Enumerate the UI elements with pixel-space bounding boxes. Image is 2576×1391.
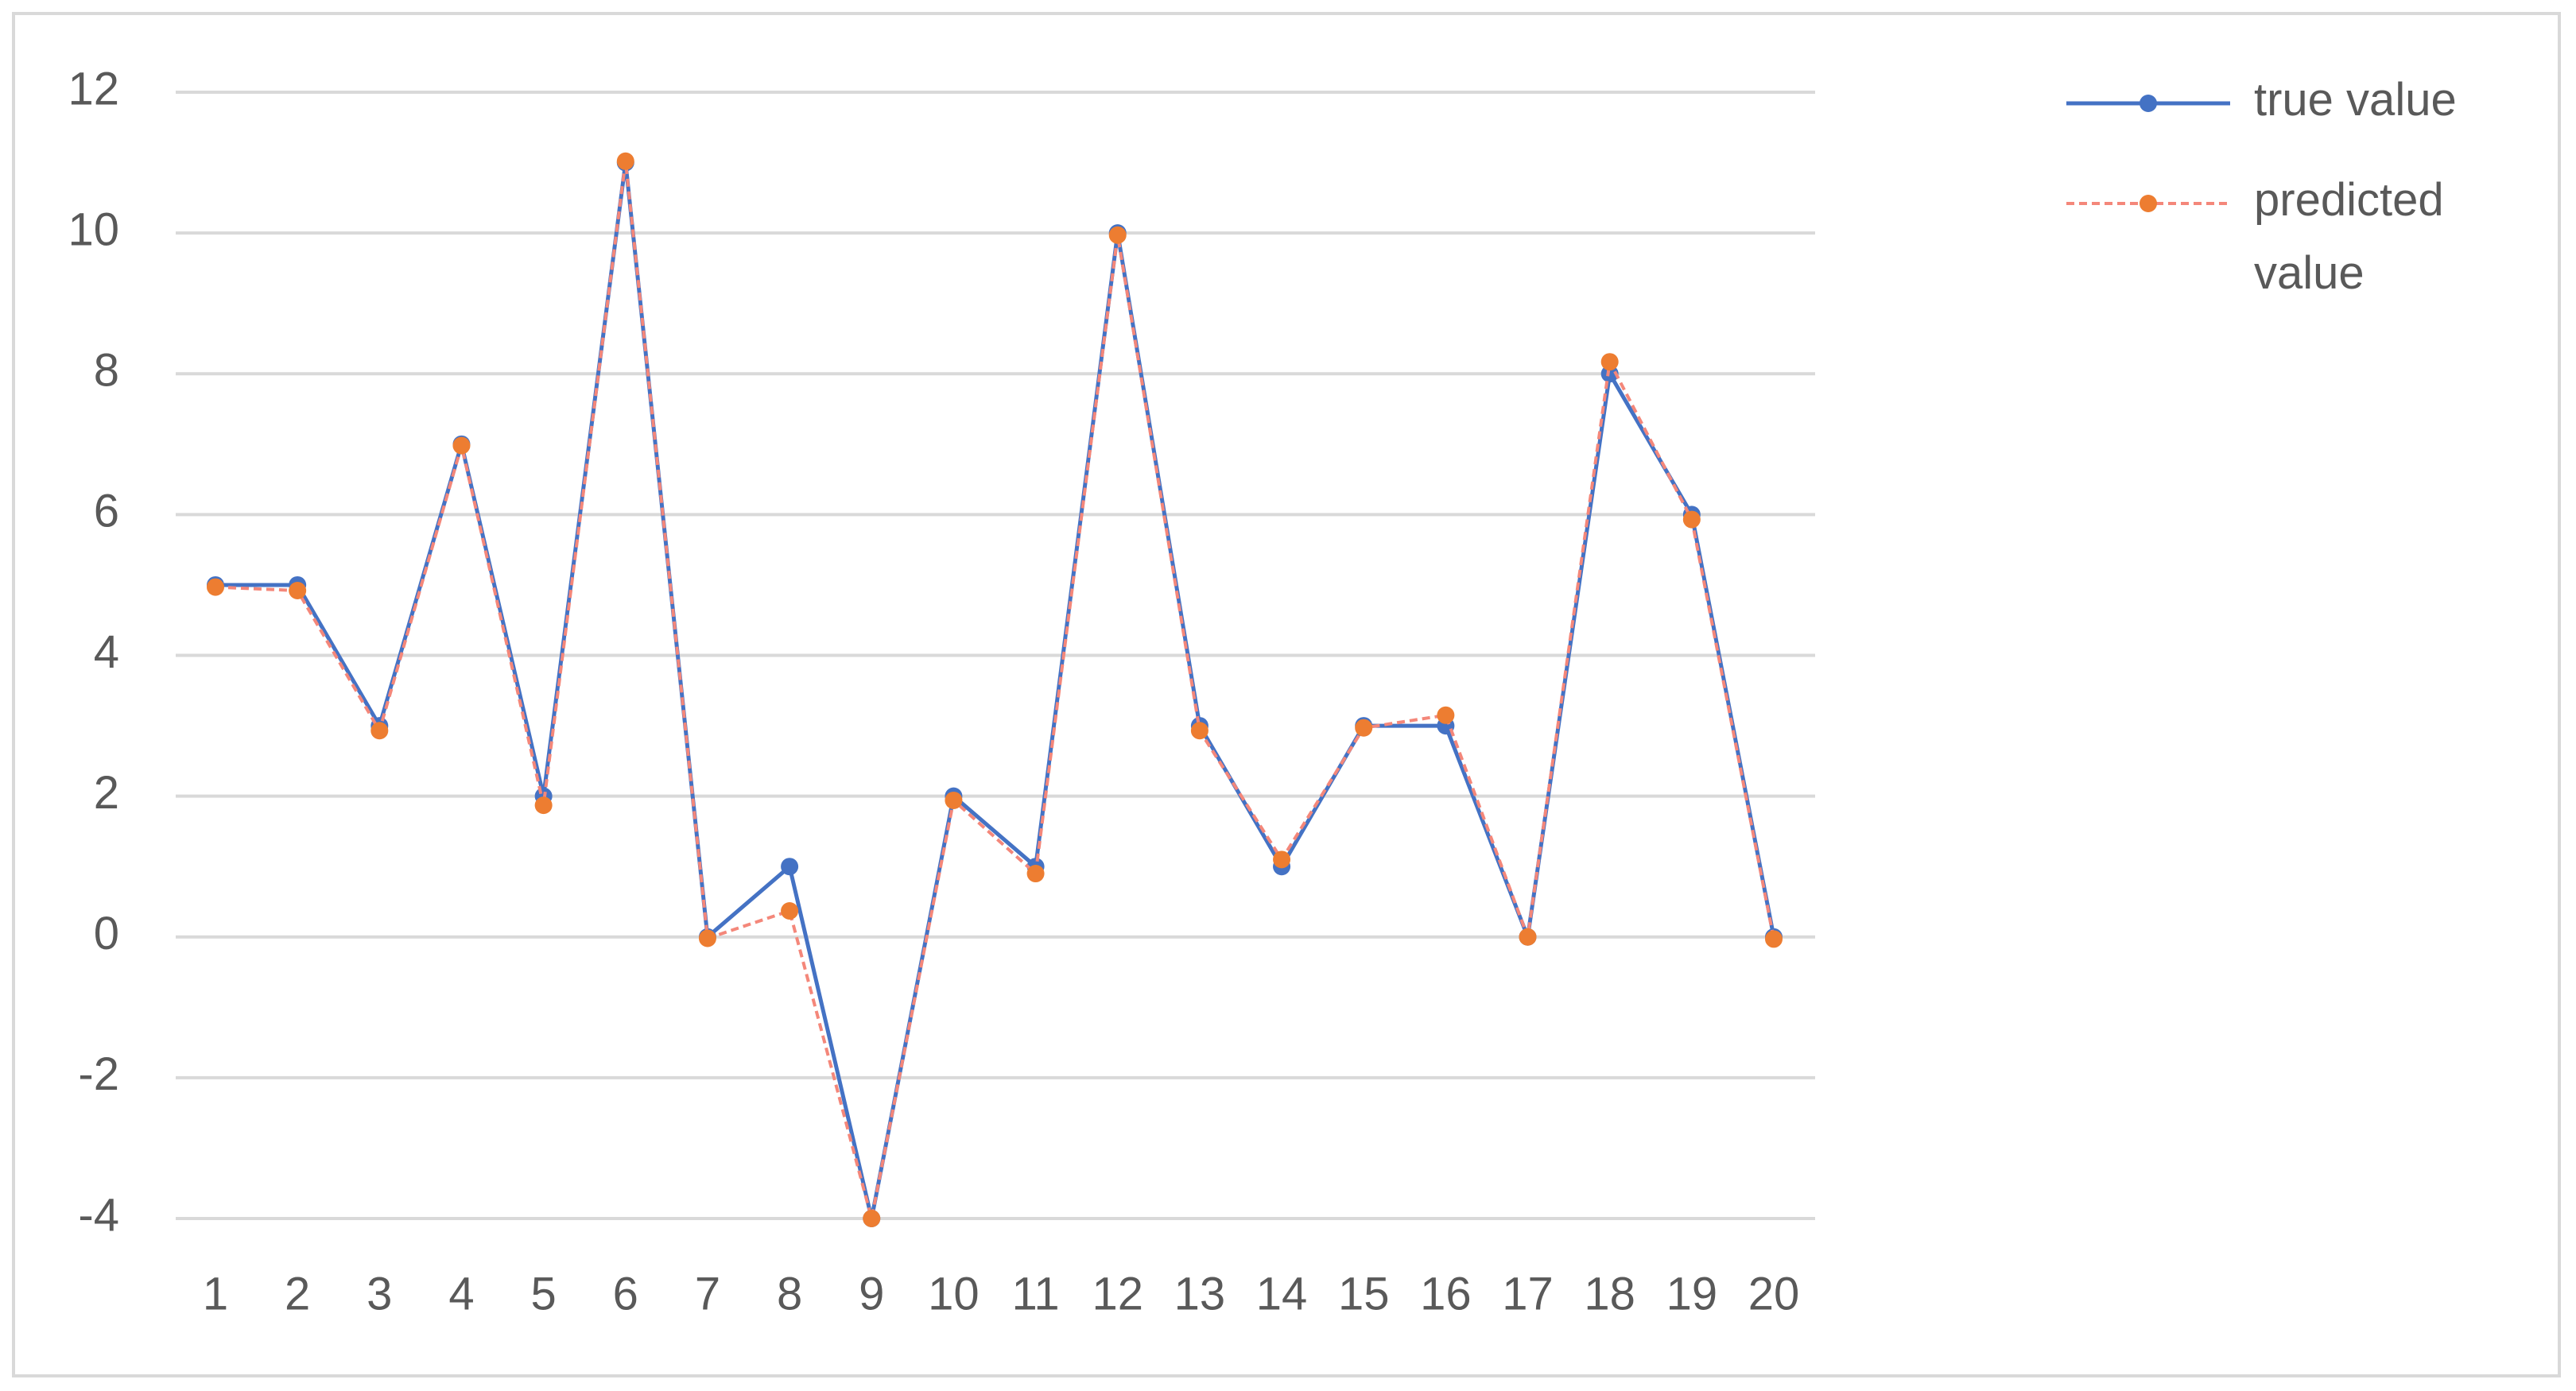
point (1026, 865, 1045, 883)
x-tick-label: 1 (203, 1268, 228, 1319)
legend: true value predicted value (2063, 73, 2508, 347)
x-tick-label: 20 (1748, 1268, 1800, 1319)
x-tick-label: 7 (695, 1268, 720, 1319)
point (698, 929, 716, 947)
x-tick-label: 2 (285, 1268, 310, 1319)
y-tick-label: -4 (78, 1189, 119, 1241)
legend-item: predicted value (2063, 173, 2508, 310)
point (1273, 850, 1291, 869)
x-tick-label: 16 (1420, 1268, 1472, 1319)
x-tick-label: 18 (1584, 1268, 1635, 1319)
point (1437, 706, 1455, 724)
y-tick-label: 2 (94, 767, 119, 819)
point (534, 796, 553, 815)
y-tick-label: 6 (94, 486, 119, 537)
point (1600, 365, 1619, 383)
y-tick-label: -2 (78, 1048, 119, 1100)
x-tick-label: 5 (530, 1268, 556, 1319)
point (207, 578, 224, 596)
y-tick-label: 4 (94, 626, 119, 678)
point (1682, 510, 1701, 529)
legend-item: true value (2063, 73, 2508, 137)
point (1190, 722, 1208, 740)
x-tick-label: 11 (1011, 1268, 1059, 1319)
x-tick-label: 3 (367, 1268, 392, 1319)
x-tick-label: 6 (613, 1268, 638, 1319)
point (1765, 930, 1783, 948)
point (1108, 226, 1127, 244)
x-tick-label: 19 (1666, 1268, 1718, 1319)
legend-marker (2140, 95, 2157, 112)
y-tick-label: 10 (68, 203, 119, 255)
y-tick-label: 0 (94, 908, 119, 959)
legend-swatch (2066, 95, 2230, 112)
x-tick-label: 4 (448, 1268, 474, 1319)
point (616, 152, 634, 170)
y-tick-label: 8 (94, 345, 119, 397)
point (1519, 928, 1537, 946)
point (863, 1210, 881, 1227)
x-tick-label: 10 (928, 1268, 980, 1319)
legend-label: predicted value (2254, 174, 2444, 299)
y-tick-label: 12 (68, 63, 119, 114)
legend-label: true value (2254, 74, 2457, 126)
x-tick-label: 13 (1174, 1268, 1226, 1319)
point (289, 582, 307, 600)
chart-border (12, 12, 2561, 1377)
x-tick-label: 14 (1256, 1268, 1308, 1319)
legend-marker (2140, 195, 2157, 212)
point (781, 858, 799, 876)
legend-swatch (2066, 195, 2230, 212)
point (945, 791, 963, 809)
point (452, 436, 471, 455)
point (370, 722, 389, 740)
point (1600, 353, 1619, 371)
point (1355, 719, 1373, 737)
x-tick-label: 9 (859, 1268, 884, 1319)
x-tick-label: 12 (1092, 1268, 1143, 1319)
x-tick-label: 15 (1338, 1268, 1390, 1319)
series-line (215, 162, 1776, 1219)
x-tick-label: 17 (1502, 1268, 1554, 1319)
series-line (215, 161, 1775, 1219)
x-tick-label: 8 (777, 1268, 802, 1319)
point (781, 901, 799, 920)
